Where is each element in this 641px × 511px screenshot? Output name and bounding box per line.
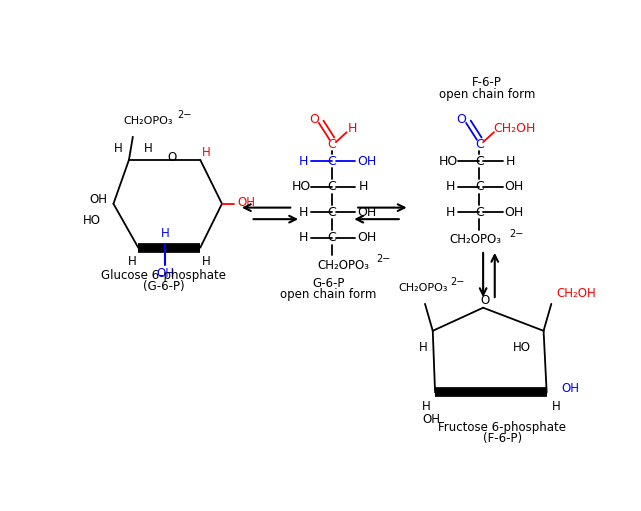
- Text: HO: HO: [438, 155, 458, 168]
- Text: G-6-P: G-6-P: [312, 276, 344, 290]
- Text: Glucose 6-phosphate: Glucose 6-phosphate: [101, 269, 226, 282]
- Text: H: H: [358, 180, 368, 193]
- Text: H: H: [202, 255, 211, 268]
- Text: H: H: [446, 180, 455, 193]
- Text: H: H: [446, 206, 455, 219]
- Text: CH₂OPO₃: CH₂OPO₃: [124, 117, 173, 126]
- Text: HO: HO: [292, 180, 311, 193]
- Text: C: C: [475, 180, 483, 193]
- Text: open chain form: open chain form: [280, 288, 376, 301]
- Text: HO: HO: [513, 341, 531, 354]
- Text: OH: OH: [357, 206, 376, 219]
- Text: C: C: [475, 138, 483, 151]
- Text: CH₂OH: CH₂OH: [556, 287, 596, 300]
- Text: CH₂OPO₃: CH₂OPO₃: [399, 284, 448, 293]
- Text: OH: OH: [238, 196, 256, 208]
- Text: O: O: [168, 151, 177, 164]
- Text: H: H: [419, 341, 428, 354]
- Text: OH: OH: [561, 382, 579, 395]
- Text: OH: OH: [504, 206, 524, 219]
- Text: OH: OH: [357, 155, 376, 168]
- Text: OH: OH: [89, 194, 107, 206]
- Text: O: O: [309, 112, 319, 126]
- Text: H: H: [299, 155, 308, 168]
- Text: 2−: 2−: [451, 277, 465, 287]
- Text: open chain form: open chain form: [439, 88, 535, 101]
- Text: OH: OH: [422, 413, 440, 426]
- Text: CH₂OPO₃: CH₂OPO₃: [449, 234, 501, 246]
- Text: Fructose 6-phosphate: Fructose 6-phosphate: [438, 421, 567, 433]
- Text: H: H: [348, 122, 358, 135]
- Text: 2−: 2−: [509, 229, 524, 239]
- Text: O: O: [456, 112, 467, 126]
- Text: O: O: [480, 293, 489, 307]
- Text: H: H: [421, 400, 430, 413]
- Text: C: C: [475, 206, 483, 219]
- Text: (G-6-P): (G-6-P): [143, 281, 185, 293]
- Text: 2−: 2−: [178, 110, 192, 120]
- Text: HO: HO: [83, 214, 101, 227]
- Text: CH₂OH: CH₂OH: [493, 122, 535, 135]
- Text: OH: OH: [504, 180, 524, 193]
- Text: H: H: [299, 231, 308, 244]
- Text: C: C: [475, 155, 483, 168]
- Text: H: H: [506, 155, 515, 168]
- Text: CH₂OPO₃: CH₂OPO₃: [318, 259, 370, 272]
- Text: H: H: [552, 400, 560, 413]
- Text: C: C: [328, 138, 337, 151]
- Text: OH: OH: [156, 267, 174, 281]
- Text: H: H: [299, 206, 308, 219]
- Text: F-6-P: F-6-P: [472, 76, 502, 89]
- Text: H: H: [114, 142, 122, 155]
- Text: H: H: [144, 142, 153, 155]
- Text: (F-6-P): (F-6-P): [483, 432, 522, 445]
- Text: OH: OH: [357, 231, 376, 244]
- Text: H: H: [202, 146, 211, 159]
- Text: H: H: [161, 227, 170, 240]
- Text: C: C: [328, 206, 337, 219]
- Text: H: H: [128, 255, 137, 268]
- Text: C: C: [328, 155, 337, 168]
- Text: 2−: 2−: [377, 254, 391, 264]
- Text: C: C: [328, 180, 337, 193]
- Text: C: C: [328, 231, 337, 244]
